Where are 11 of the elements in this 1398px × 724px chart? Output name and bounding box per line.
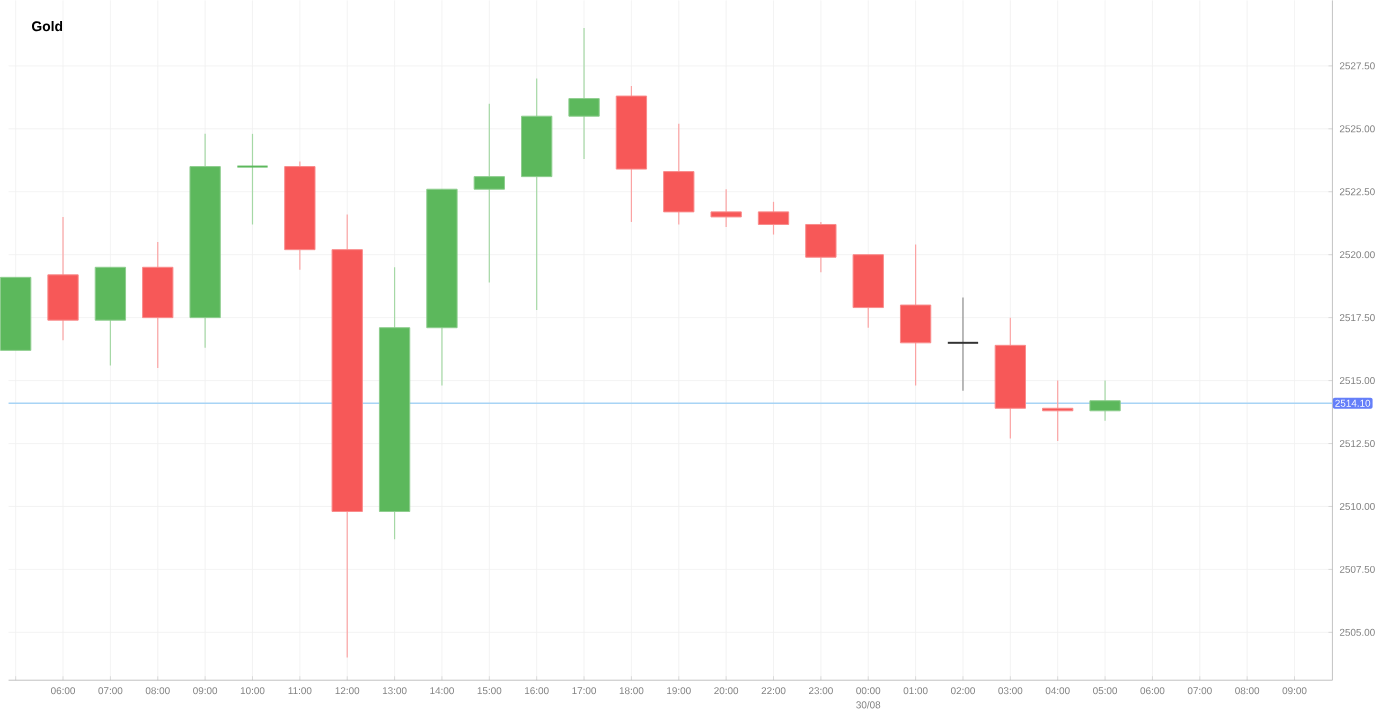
candlestick xyxy=(568,27,600,160)
candlestick xyxy=(1089,380,1121,422)
candlestick xyxy=(757,201,790,236)
candlestick xyxy=(663,123,695,226)
candlestick xyxy=(47,216,79,341)
candlestick xyxy=(946,296,980,392)
candlestick xyxy=(473,103,505,284)
candlestick xyxy=(805,221,837,273)
candlestick xyxy=(710,188,742,228)
candlestick xyxy=(899,244,932,387)
candlestick xyxy=(236,133,269,226)
